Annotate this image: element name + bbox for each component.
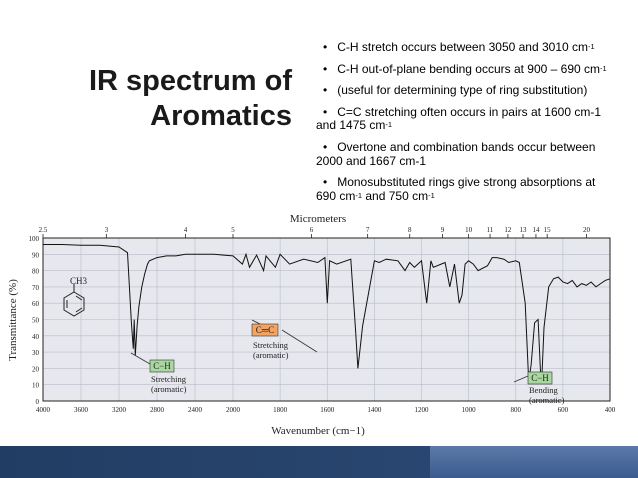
x-tick-label: 1400	[367, 406, 382, 414]
x-tick-label: 1000	[462, 406, 477, 414]
bullet-item: Monosubstituted rings give strong absorp…	[316, 175, 616, 203]
micrometer-tick-label: 15	[544, 226, 552, 234]
x-tick-label: 2800	[150, 406, 165, 414]
micrometer-tick-label: 3	[105, 226, 109, 234]
svg-text:(aromatic): (aromatic)	[151, 384, 187, 394]
micrometer-tick-label: 4	[184, 226, 188, 234]
micrometer-tick-label: 7	[366, 226, 370, 234]
bottom-bar	[0, 446, 638, 478]
annotation-ch-bending: C−H Bending (aromatic)	[513, 371, 565, 405]
svg-text:C−H: C−H	[531, 373, 549, 383]
micrometer-tick-label: 12	[504, 226, 512, 234]
y-tick-label: 30	[32, 349, 40, 357]
annotation-cc-stretching: C═C Stretching (aromatic)	[251, 319, 318, 360]
micrometer-tick-label: 8	[408, 226, 412, 234]
y-tick-label: 0	[36, 398, 40, 406]
title-line-1: IR spectrum of	[88, 65, 292, 97]
x-tick-label: 600	[558, 406, 569, 414]
x-tick-label: 1600	[320, 406, 335, 414]
svg-text:Bending: Bending	[529, 385, 559, 395]
x-tick-label: 1200	[415, 406, 430, 414]
x-tick-label: 3600	[74, 406, 89, 414]
micrometer-tick-label: 20	[583, 226, 591, 234]
x-tick-label: 4000	[36, 406, 51, 414]
bullet-item: Overtone and combination bands occur bet…	[316, 140, 616, 168]
y-tick-label: 80	[32, 268, 40, 276]
micrometer-tick-label: 9	[441, 226, 445, 234]
micrometer-tick-label: 5	[231, 226, 235, 234]
x-axis-label: Wavenumber (cm−1)	[271, 425, 365, 437]
x-tick-label: 2400	[188, 406, 203, 414]
toluene-structure	[63, 284, 85, 317]
y-tick-label: 50	[32, 317, 40, 325]
y-tick-label: 60	[32, 300, 40, 308]
y-axis-label: Transmittance (%)	[7, 279, 19, 361]
slide-title: IR spectrum of Aromatics	[30, 64, 292, 134]
micrometer-tick-label: 11	[487, 226, 494, 234]
x-tick-label: 800	[511, 406, 522, 414]
svg-text:Stretching: Stretching	[253, 340, 289, 350]
svg-text:(aromatic): (aromatic)	[529, 395, 565, 405]
bullet-item: C-H out-of-plane bending occurs at 900 –…	[316, 62, 616, 77]
bullet-item: (useful for determining type of ring sub…	[316, 83, 616, 98]
y-tick-label: 70	[32, 284, 40, 292]
y-tick-label: 100	[29, 235, 40, 243]
micrometer-tick-label: 2.5	[39, 226, 48, 234]
svg-text:(aromatic): (aromatic)	[253, 350, 289, 360]
y-tick-label: 40	[32, 333, 40, 341]
bullet-list: C-H stretch occurs between 3050 and 3010…	[316, 40, 616, 211]
y-tick-label: 20	[32, 365, 40, 373]
annotation-ch-stretching: C−H Stretching (aromatic)	[130, 352, 187, 394]
title-line-2: Aromatics	[150, 100, 292, 132]
bullet-item: C=C stretching often occurs in pairs at …	[316, 105, 616, 133]
y-tick-label: 10	[32, 382, 40, 390]
svg-text:C═C: C═C	[256, 325, 274, 335]
micrometer-tick-label: 10	[465, 226, 473, 234]
x-tick-label: 2000	[226, 406, 241, 414]
plot-frame	[42, 237, 611, 402]
micrometer-tick-label: 13	[520, 226, 528, 234]
svg-text:Stretching: Stretching	[151, 374, 187, 384]
x-tick-label: 1800	[273, 406, 288, 414]
svg-text:C−H: C−H	[153, 361, 171, 371]
bottom-bar-accent	[430, 446, 638, 478]
micrometer-tick-label: 14	[532, 226, 540, 234]
molecule-label: CH3	[70, 276, 88, 286]
micrometer-tick-label: 6	[310, 226, 314, 234]
x-tick-label: 400	[605, 406, 616, 414]
y-tick-label: 90	[32, 251, 40, 259]
bullet-item: C-H stretch occurs between 3050 and 3010…	[316, 40, 616, 55]
micrometers-title: Micrometers	[290, 213, 346, 225]
x-tick-label: 3200	[112, 406, 127, 414]
